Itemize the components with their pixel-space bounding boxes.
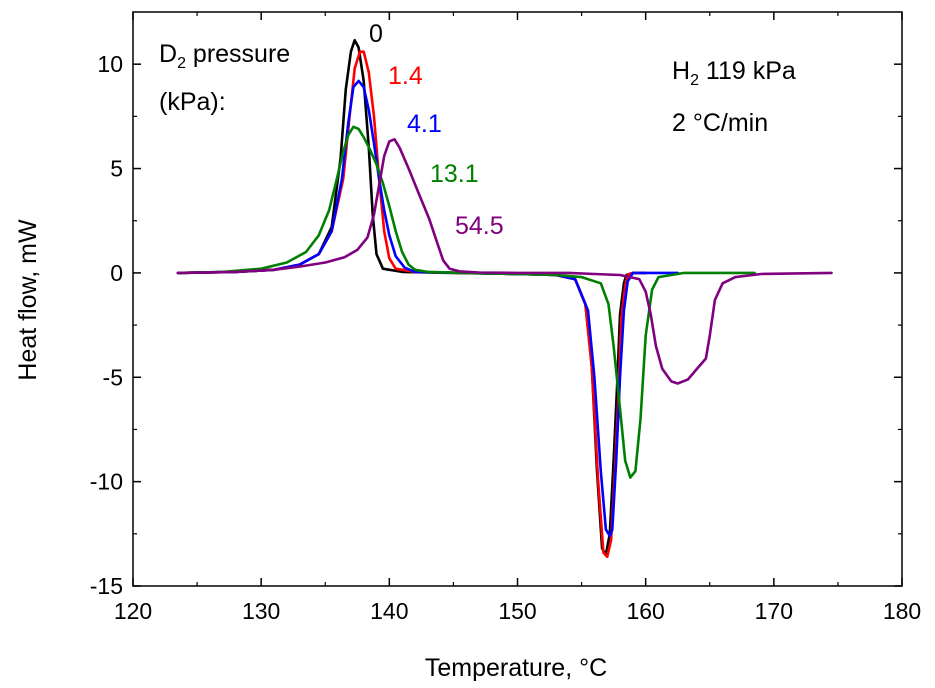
- series-label-3: 13.1: [430, 160, 479, 188]
- legend-title-sub: 2: [177, 55, 186, 72]
- series-layer: [176, 38, 833, 559]
- gas-annotation-rest: 119 kPa: [699, 57, 796, 85]
- x-tick-label-0: 120: [114, 598, 152, 624]
- series-line-3: [176, 125, 756, 479]
- legend-title-d: D: [159, 40, 177, 68]
- legend-title-line1: D2 pressure: [159, 40, 290, 72]
- y-tick-label-5: 10: [97, 51, 123, 77]
- x-tick-label-2: 140: [370, 598, 408, 624]
- series-line-4: [176, 138, 833, 385]
- series-label-4: 54.5: [455, 212, 504, 240]
- series-label-2: 4.1: [407, 110, 442, 138]
- gas-annotation-sub: 2: [690, 72, 699, 89]
- y-axis-title: Heat flow, mW: [14, 219, 42, 381]
- labels-layer: 01.4 4.1 13.1 54.5: [369, 20, 504, 240]
- series-label-1: 1.4: [388, 62, 423, 90]
- x-axis-title: Temperature, °C: [425, 654, 607, 682]
- y-tick-label-4: 5: [110, 156, 123, 182]
- series-label-0: 0: [369, 20, 383, 48]
- x-tick-label-5: 170: [755, 598, 793, 624]
- rate-annotation: 2 °C/min: [672, 109, 768, 137]
- legend-title-rest: pressure: [186, 40, 290, 68]
- y-tick-label-2: -5: [103, 364, 123, 390]
- x-tick-label-3: 150: [498, 598, 536, 624]
- plot-frame: [132, 11, 903, 587]
- y-tick-label-1: -10: [90, 469, 123, 495]
- y-tick-label-0: -15: [90, 573, 123, 599]
- axes-layer: 120 130 140 150 160 170 180 -15 -10 -5 0 5 10: [90, 11, 921, 624]
- x-tick-label-1: 130: [242, 598, 280, 624]
- series-line-2: [176, 79, 680, 538]
- gas-annotation: H2 119 kPa: [672, 57, 796, 89]
- x-tick-label-6: 180: [883, 598, 921, 624]
- y-tick-label-3: 0: [110, 260, 123, 286]
- legend-title-line2: (kPa):: [159, 88, 226, 116]
- gas-annotation-h: H: [672, 57, 690, 85]
- x-tick-label-4: 160: [626, 598, 664, 624]
